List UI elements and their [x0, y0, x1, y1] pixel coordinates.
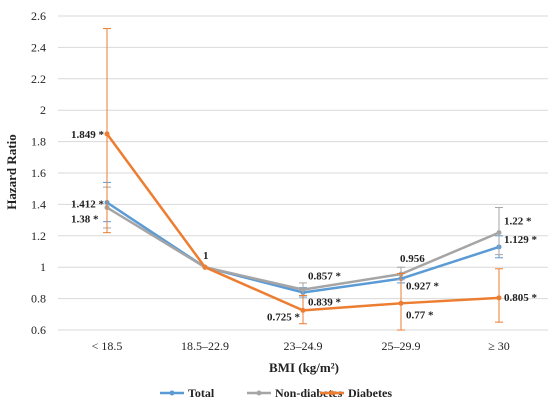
y-tick-label: 1.8 [31, 135, 46, 149]
legend-label: Diabetes [348, 386, 392, 400]
data-point [104, 131, 110, 137]
y-axis-ticks: 0.6 0.8 1 1.2 1.4 1.6 1.8 2 2.2 2.4 2.6 [31, 9, 46, 337]
data-label: 0.956 [400, 253, 425, 265]
x-tick-label: < 18.5 [92, 339, 123, 353]
series-diabetes [103, 28, 503, 331]
x-tick-label: ≥ 30 [488, 339, 510, 353]
series-total [103, 181, 503, 298]
data-label: 0.805 * [504, 292, 538, 304]
y-tick-label: 0.6 [31, 323, 46, 337]
data-label: 0.857 * [308, 271, 342, 283]
data-label: 0.77 * [406, 309, 434, 321]
legend-item: Total [160, 386, 215, 400]
y-tick-label: 2.6 [31, 9, 46, 23]
legend-item: Non-diabetes [247, 386, 343, 400]
gridlines [58, 15, 548, 331]
legend-label: Total [188, 386, 215, 400]
data-label: 1.849 * [71, 129, 105, 141]
y-tick-label: 1.2 [31, 229, 46, 243]
data-point [202, 264, 208, 270]
data-label: 0.927 * [406, 281, 440, 293]
data-point [300, 307, 306, 313]
y-tick-label: 1.6 [31, 166, 46, 180]
data-label: 0.839 * [308, 296, 342, 308]
data-label: 1.38 * [71, 214, 99, 226]
y-tick-label: 1.4 [31, 197, 46, 211]
legend-item: Diabetes [320, 386, 392, 400]
x-tick-label: 18.5–22.9 [181, 339, 229, 353]
legend-marker [256, 390, 262, 396]
data-point [398, 300, 404, 306]
data-label: 1.412 * [71, 199, 105, 211]
data-point [496, 295, 502, 301]
y-tick-label: 1 [40, 260, 46, 274]
x-axis-ticks: < 18.5 18.5–22.9 23–24.9 25–29.9 ≥ 30 [92, 339, 510, 353]
data-point [496, 230, 502, 236]
series-line [106, 206, 500, 291]
x-tick-label: 25–29.9 [382, 339, 421, 353]
data-labels: 1.412 * 0.839 * 0.927 * 1.129 * 1.38 * 1 0.857… [71, 129, 538, 323]
x-tick-label: 23–24.9 [284, 339, 323, 353]
x-axis-title: BMI (kg/m²) [269, 360, 339, 375]
data-label: 1 [203, 250, 209, 262]
legend-marker [329, 390, 335, 396]
legend: Total Non-diabetes Diabetes [160, 386, 392, 400]
y-tick-label: 2.2 [31, 72, 46, 86]
data-label: 1.129 * [504, 234, 538, 246]
data-point [300, 287, 306, 293]
data-label: 1.22 * [504, 216, 532, 228]
series-group [103, 28, 503, 331]
series-non-diabetes [103, 186, 503, 296]
y-tick-label: 2 [40, 103, 46, 117]
y-axis-title: Hazard Ratio [4, 134, 19, 209]
legend-marker [169, 390, 175, 396]
legend-label: Non-diabetes [275, 386, 343, 400]
y-tick-label: 2.4 [31, 40, 46, 54]
y-tick-label: 0.8 [31, 292, 46, 306]
series-line [106, 201, 500, 294]
data-label: 0.725 * [267, 311, 301, 323]
